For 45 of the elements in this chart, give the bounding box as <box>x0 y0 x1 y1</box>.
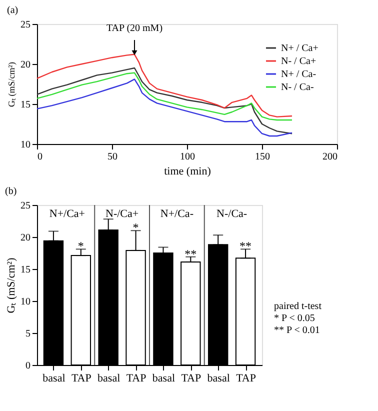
annotation: N-/Ca+ <box>106 208 139 220</box>
y-tick-label: 15 <box>20 100 30 110</box>
x-tick-label: TAP <box>71 372 92 384</box>
data-label: ** <box>240 239 252 254</box>
text: paired t-test * P < 0.05 ** P < 0.01 <box>274 301 322 336</box>
y-tick-label: 20 <box>20 60 30 70</box>
data-label: * <box>132 220 139 235</box>
x-tick-label: basal <box>98 372 120 384</box>
line-series <box>36 67 293 134</box>
annotation: TAP (20 mM) <box>106 22 163 34</box>
y-tick-label: 10 <box>20 296 30 308</box>
line-series <box>36 72 293 121</box>
y-axis-title: Gₜ (mS/cm²) <box>6 62 16 107</box>
x-tick-label: 0 <box>38 152 42 162</box>
x-tick-label: basal <box>42 372 66 384</box>
x-tick-label: basal <box>207 372 230 384</box>
line-series <box>36 78 293 137</box>
x-tick-label: TAP <box>126 372 146 384</box>
legend-label: N+ / Ca- <box>281 69 316 80</box>
y-tick-label: 15 <box>20 264 30 276</box>
x-tick-label: TAP <box>181 372 202 384</box>
x-tick-label: TAP <box>236 372 256 384</box>
y-tick-label: 5 <box>26 328 30 340</box>
y-tick-label: 20 <box>20 232 30 244</box>
y-tick-label: 10 <box>20 140 30 150</box>
y-tick-label: 25 <box>20 200 30 212</box>
x-tick-label: 50 <box>108 152 118 162</box>
chart-title: (a) <box>7 5 18 16</box>
y-axis-title: Gₜ (mS/cm²) <box>6 257 18 314</box>
x-tick-label: 200 <box>322 152 338 162</box>
chart-title: (b) <box>5 186 17 197</box>
legend-label: N- / Ca- <box>281 82 314 93</box>
y-tick-label: 25 <box>20 20 30 30</box>
annotation: N-/Ca- <box>216 208 248 220</box>
legend-label: N- / Ca+ <box>281 56 316 67</box>
annotation: N+/Ca+ <box>49 208 86 220</box>
x-axis-title: time (min) <box>164 166 212 178</box>
annotation: N+/Ca- <box>160 208 194 220</box>
x-tick-label: basal <box>152 372 176 384</box>
legend-label: N+ / Ca+ <box>281 43 319 54</box>
x-tick-label: 150 <box>255 152 270 162</box>
data-label: * <box>78 239 84 254</box>
data-label: ** <box>184 246 197 261</box>
x-tick-label: 100 <box>180 152 195 162</box>
y-tick-label: 0 <box>26 360 30 372</box>
